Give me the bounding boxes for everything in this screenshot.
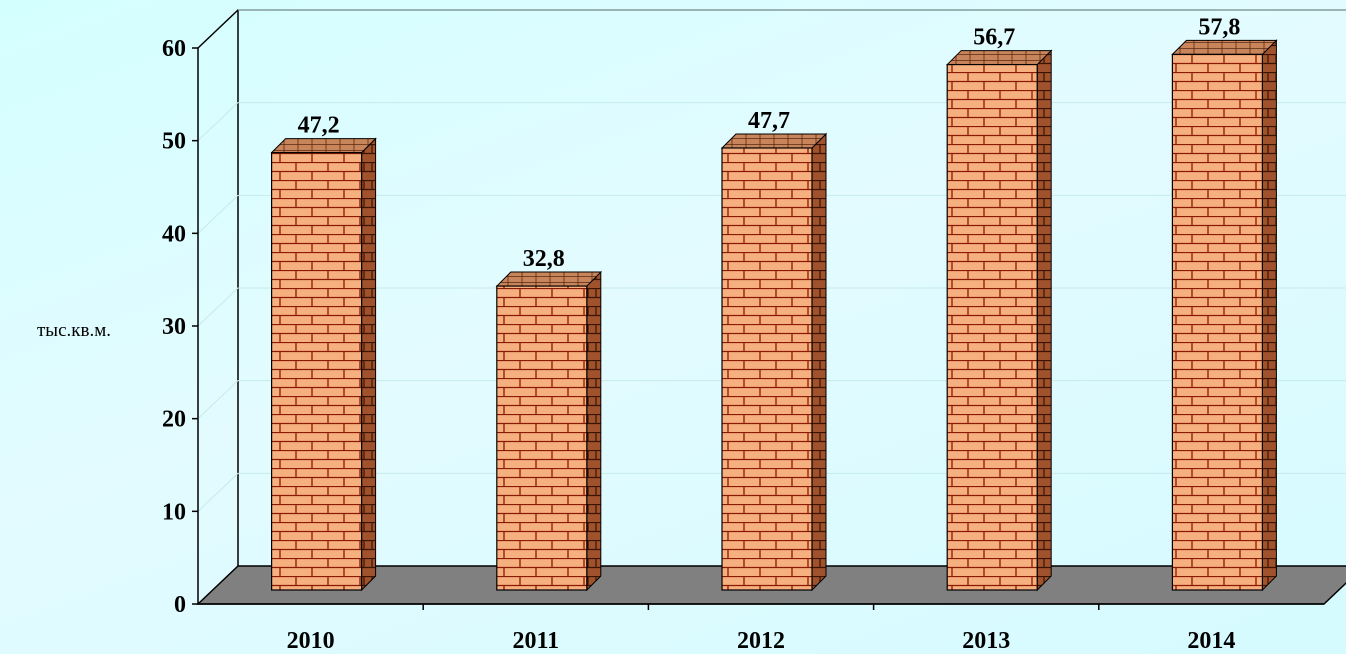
x-tick-label: 2011 [512,628,559,654]
bar-top [1171,39,1278,55]
bar-top [945,50,1053,66]
bar-front [1171,53,1264,591]
bar-side [361,137,377,592]
bar [495,270,603,592]
bar-side [586,270,602,592]
bar-front [946,63,1038,591]
x-tick-label: 2013 [962,628,1010,654]
y-tick-label: 40 [162,221,186,247]
axes [192,9,1324,610]
y-axis-top-edge [197,9,239,49]
bar [1171,39,1278,592]
bar-side [811,132,827,592]
bar [945,49,1053,592]
y-tick-label: 0 [174,592,186,618]
y-tick-label: 50 [162,129,186,155]
y-tick-labels: 0 10 20 30 40 50 60 [162,36,186,618]
bar-top [495,271,603,287]
value-label: 47,7 [748,108,790,134]
bar-front [721,147,813,591]
y-axis-label: тыс.кв.м. [37,320,111,341]
y-tick-label: 10 [162,499,186,525]
x-tick-label: 2010 [287,628,335,654]
bars [270,39,1278,592]
x-tick-label: 2012 [737,628,785,654]
bar [270,137,377,592]
value-label: 57,8 [1198,14,1240,40]
value-label: 32,8 [523,246,565,272]
bar-front [496,285,588,591]
bar-top [720,133,828,149]
value-labels: 47,2 32,8 47,7 56,7 57,8 [298,14,1241,272]
value-label: 47,2 [298,113,340,139]
bar-top [270,138,377,154]
bar-side [1261,39,1277,592]
y-tick-label: 60 [162,36,186,62]
x-tick-labels: 2010 2011 2012 2013 2014 [287,628,1236,654]
y-tick-label: 30 [162,314,186,340]
bar-side [1036,49,1052,592]
y-tick-label: 20 [162,407,186,433]
bar-front [271,152,363,591]
value-label: 56,7 [973,25,1015,51]
gridline [197,9,1346,49]
bar [720,132,828,592]
x-tick-label: 2014 [1187,628,1235,654]
